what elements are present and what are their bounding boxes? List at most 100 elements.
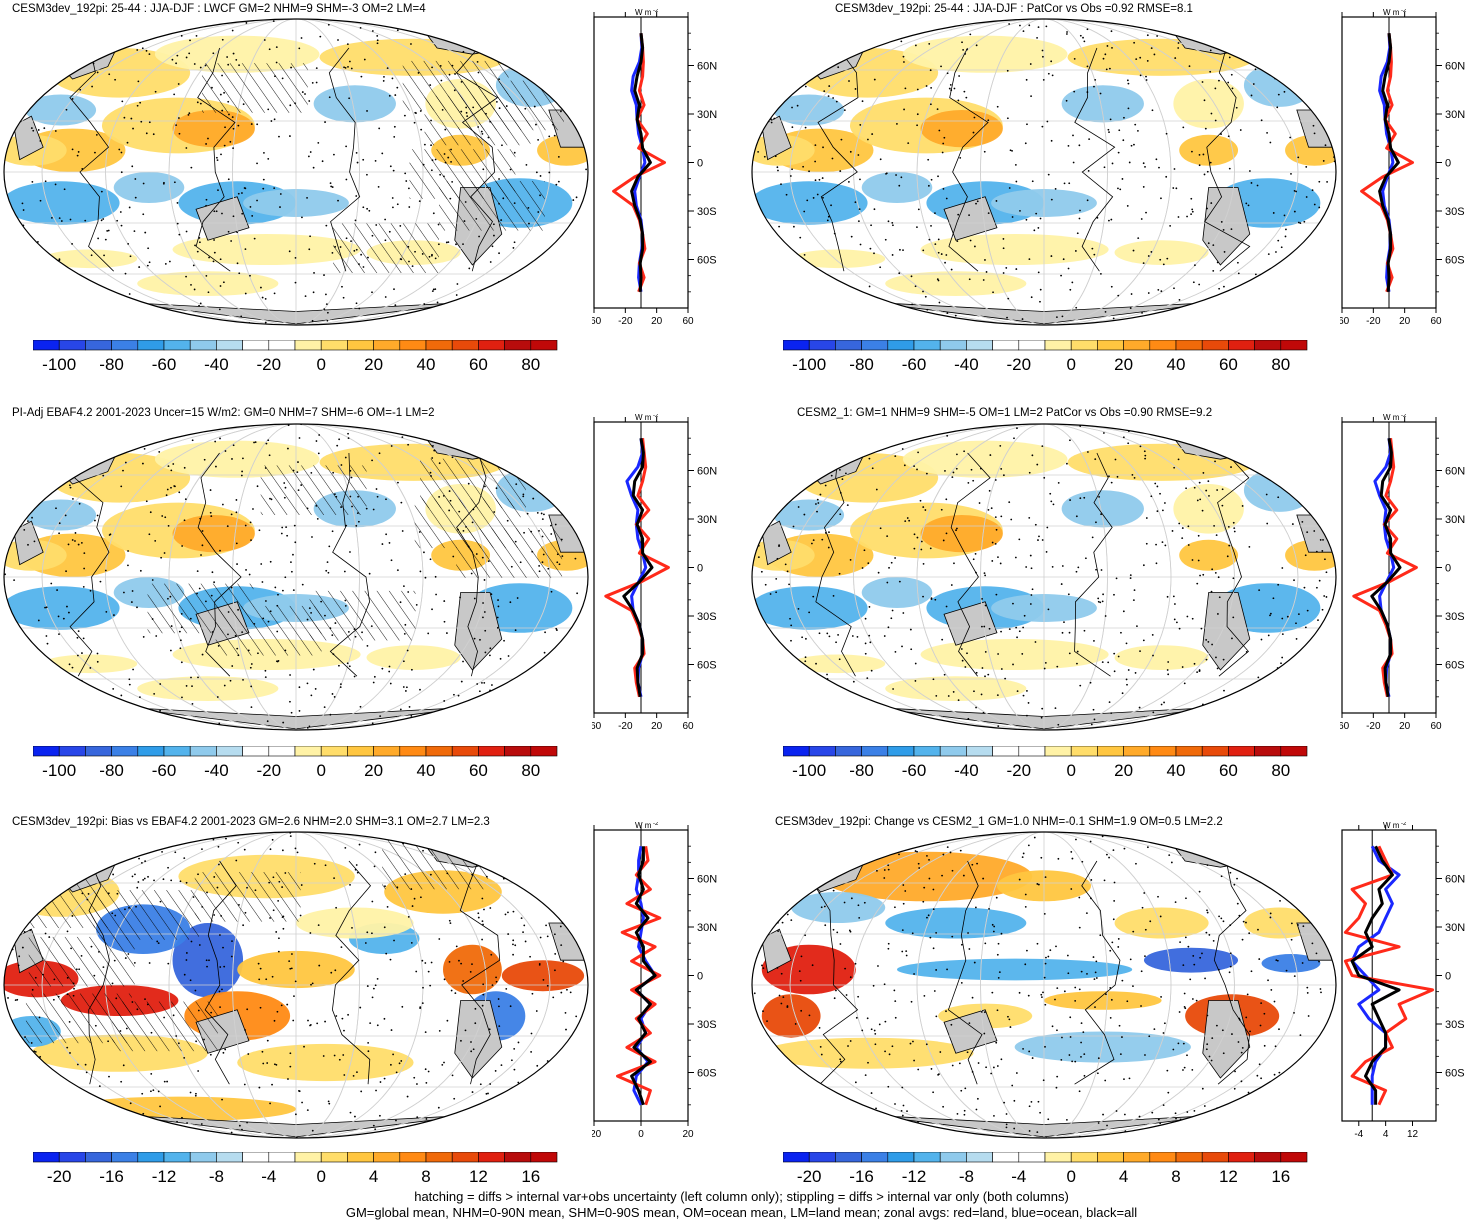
colorbar-label: -40 <box>954 761 979 780</box>
hatch-region <box>458 80 564 131</box>
colorbar-swatch <box>1228 1152 1255 1163</box>
colorbar-swatch <box>966 340 993 351</box>
land-mask <box>943 196 998 241</box>
colorbar-swatch <box>1175 746 1203 757</box>
field-contour <box>4 586 120 630</box>
colorbar-swatch <box>111 1152 139 1163</box>
units-label: W m <box>1383 9 1400 17</box>
field-contour <box>1061 490 1144 528</box>
colorbar: -100-80-60-40-20020406080100 <box>33 746 558 780</box>
colorbar-swatch <box>783 746 810 757</box>
field-contour <box>861 172 933 203</box>
colorbar-label: -16 <box>99 1167 124 1186</box>
lat-tick-label: 0 <box>697 971 703 983</box>
field-contour <box>761 1037 974 1069</box>
x-tick-label: -20 <box>618 316 633 327</box>
colorbar-label: 60 <box>469 761 488 780</box>
hatch-region <box>25 993 132 1044</box>
colorbar-label: -20 <box>1007 761 1032 780</box>
x-tick-label: -4 <box>1354 1129 1363 1140</box>
field-contour <box>296 907 414 939</box>
lat-tick-label: 60S <box>1445 255 1465 267</box>
colorbar-swatch <box>451 746 479 757</box>
land-mask <box>761 520 792 566</box>
land-mask <box>13 115 44 161</box>
lat-tick-label: 30N <box>1445 514 1465 526</box>
units-label: W m <box>635 9 652 17</box>
colorbar-label: -100 <box>792 355 826 374</box>
field-contour <box>172 234 361 265</box>
colorbar: -20-16-12-8-4048121620 <box>33 1152 558 1186</box>
colorbar-swatch <box>1228 746 1255 757</box>
colorbar-swatch <box>1175 1152 1203 1163</box>
colorbar-swatch <box>1018 746 1046 757</box>
lat-tick-label: 30S <box>1445 1019 1465 1031</box>
lat-tick-label: 30S <box>1445 611 1465 623</box>
colorbar-swatch <box>373 746 401 757</box>
colorbar-label: 0 <box>316 1167 325 1186</box>
colorbar-swatch <box>1097 1152 1124 1163</box>
colorbar-swatch <box>1228 340 1255 351</box>
svg-text:-2: -2 <box>1401 9 1407 14</box>
colorbar-label: -12 <box>152 1167 177 1186</box>
field-contour <box>443 944 502 995</box>
zonal-mean-plot: 60N 30N 0 30S 60S -20 0 20 W m-2 <box>592 822 717 1140</box>
colorbar-label: 0 <box>316 761 325 780</box>
map-outline <box>751 831 1337 1139</box>
field-contour <box>172 923 244 998</box>
field-contour <box>897 958 1133 981</box>
colorbar-swatch <box>992 746 1020 757</box>
colorbar-swatch <box>1044 340 1072 351</box>
land-zonal-line <box>1343 845 1435 1106</box>
units-label: W m <box>635 822 652 830</box>
colorbar-label: 80 <box>521 761 540 780</box>
land-mask <box>761 928 792 974</box>
svg-text:-2: -2 <box>1401 414 1407 419</box>
x-tick-label: -60 <box>592 316 602 327</box>
colorbar-swatch <box>939 340 967 351</box>
ocean-zonal-line <box>1350 845 1401 1105</box>
panel-title: CESM3dev_192pi: 25-44 : JJA-DJF : LWCF G… <box>12 3 426 15</box>
colorbar-label: 20 <box>1114 761 1133 780</box>
colorbar-swatch <box>992 340 1020 351</box>
all-zonal-line <box>1370 437 1402 698</box>
colorbar-swatch <box>808 340 836 351</box>
colorbar-swatch <box>992 1152 1020 1163</box>
colorbar-swatch <box>451 1152 479 1163</box>
colorbar-swatch <box>399 340 427 351</box>
colorbar-swatch <box>887 340 915 351</box>
hatch-region <box>420 458 526 509</box>
colorbar-swatch <box>835 1152 862 1163</box>
x-tick-label: -60 <box>1340 721 1350 732</box>
colorbar-label: -80 <box>849 761 874 780</box>
colorbar-swatch <box>320 1152 348 1163</box>
lat-tick-label: 60S <box>697 660 717 672</box>
colorbar-label: -100 <box>42 355 76 374</box>
lat-tick-label: 60S <box>1445 1068 1465 1080</box>
colorbar: -100-80-60-40-20020406080100 <box>783 340 1308 374</box>
colorbar-swatch <box>504 746 532 757</box>
colorbar-swatch <box>373 340 401 351</box>
colorbar-swatch <box>399 1152 427 1163</box>
colorbar-swatch <box>1280 746 1308 757</box>
field-contour <box>237 1043 414 1082</box>
colorbar-swatch <box>242 1152 270 1163</box>
colorbar-swatch <box>399 746 427 757</box>
field-contour <box>761 994 821 1038</box>
colorbar-swatch <box>111 746 139 757</box>
field-contour <box>920 234 1109 265</box>
colorbar-swatch <box>268 340 296 351</box>
field-contour <box>1173 484 1244 534</box>
colorbar-label: -16 <box>849 1167 874 1186</box>
units-label: W m <box>635 414 652 422</box>
colorbar-swatch <box>320 746 348 757</box>
colorbar-swatch <box>1149 1152 1177 1163</box>
colorbar-swatch <box>887 746 915 757</box>
x-tick-label: -20 <box>618 721 633 732</box>
colorbar-swatch <box>137 746 165 757</box>
colorbar-label: 60 <box>1219 761 1238 780</box>
colorbar-label: -20 <box>47 1167 72 1186</box>
colorbar-label: -12 <box>902 1167 927 1186</box>
field-contour <box>791 892 886 923</box>
hatch-region <box>201 63 308 113</box>
